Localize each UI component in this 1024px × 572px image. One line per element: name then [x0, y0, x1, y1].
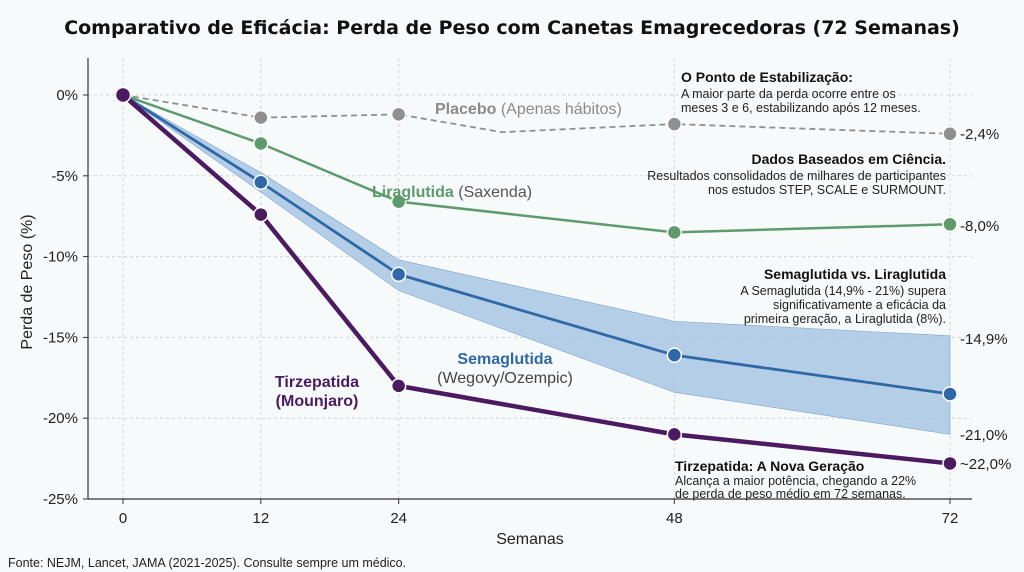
placebo-point: [390, 106, 407, 123]
semaglutida-band: [122, 94, 951, 435]
liraglutida-point: [253, 135, 269, 152]
tirzepatida-subtitle: (Mounjaro): [276, 393, 359, 410]
semaglutida-upper-label: -14,9%: [960, 331, 1008, 348]
series-lines: [114, 86, 958, 472]
annotation-heading: Dados Baseados em Ciência.: [751, 151, 946, 167]
annotation-line: nos estudos STEP, SCALE e SURMOUNT.: [708, 183, 946, 197]
liraglutida-point: [942, 216, 958, 233]
annotation-line: primeira geração, a Liraglutida (8%).: [744, 312, 946, 326]
x-tick-label: 72: [942, 510, 959, 527]
annotation-line: de perda de peso médio em 72 semanas.: [675, 487, 906, 501]
annotation-line: A Semaglutida (14,9% - 21%) supera: [740, 284, 946, 298]
tirzepatida-end-label: ~22,0%: [960, 456, 1011, 473]
annotation-heading: Semaglutida vs. Liraglutida: [764, 266, 946, 282]
tirzepatida-name: Tirzepatida: [275, 374, 359, 391]
annotation-science: Dados Baseados em Ciência. Resultados co…: [647, 151, 946, 197]
annotation-heading: O Ponto de Estabilização:: [681, 69, 853, 85]
placebo-subtitle: (Apenas hábitos): [501, 101, 622, 118]
semaglutida-point: [666, 347, 683, 363]
x-tick-label: 48: [666, 510, 683, 527]
semaglutida-point: [253, 174, 269, 191]
x-tick-label: 24: [390, 510, 407, 527]
tirzepatida-point: [942, 455, 958, 472]
semaglutida-range-band: [122, 94, 951, 435]
y-tick-label: -25%: [43, 491, 78, 508]
annotation-line: significativamente a eficácia da: [773, 298, 946, 312]
liraglutida-point: [666, 224, 683, 241]
y-tick-label: -10%: [43, 249, 78, 266]
placebo-name: Placebo: [435, 101, 497, 118]
semaglutida-point: [390, 266, 407, 283]
placebo-line: [122, 94, 951, 135]
annotation-line: A maior parte da perda ocorre entre os: [681, 87, 896, 101]
liraglutida-label: Liraglutida (Saxenda): [372, 184, 532, 201]
annotation-stabilization: O Ponto de Estabilização: A maior parte …: [681, 69, 921, 115]
semaglutida-name: Semaglutida: [457, 351, 552, 368]
origin-point: [114, 86, 132, 104]
annotation-heading: Tirzepatida: A Nova Geração: [675, 458, 864, 474]
y-tick-label: 0%: [56, 87, 78, 104]
annotation-line: Resultados consolidados de milhares de p…: [647, 169, 946, 183]
liraglutida-subtitle: (Saxenda): [458, 184, 532, 201]
placebo-point: [942, 126, 958, 142]
placebo-point: [666, 116, 683, 132]
liraglutida-point: [390, 193, 407, 210]
placebo-label: Placebo (Apenas hábitos): [435, 101, 622, 118]
y-tick-label: -5%: [51, 168, 78, 185]
tirzepatida-point: [666, 426, 683, 443]
annotation-line: meses 3 e 6, estabilizando após 12 meses…: [681, 101, 921, 115]
semaglutida-point: [942, 386, 958, 402]
annotation-tirzepatida: Tirzepatida: A Nova Geração Alcança a ma…: [675, 458, 916, 501]
liraglutida-end-label: -8,0%: [960, 218, 999, 235]
x-axis-label: Semanas: [496, 531, 564, 548]
liraglutida-name: Liraglutida: [372, 184, 454, 201]
tirzepatida-point: [390, 378, 407, 394]
y-tick-label: -20%: [43, 410, 78, 427]
placebo-end-label: -2,4%: [960, 126, 999, 143]
y-tick-label: -15%: [43, 329, 78, 346]
source-note: Fonte: NEJM, Lancet, JAMA (2021-2025). C…: [8, 556, 406, 570]
annotation-line: Alcança a maior potência, chegando a 22%: [675, 474, 916, 488]
tirzepatida-point: [253, 206, 269, 223]
semaglutida-subtitle: (Wegovy/Ozempic): [437, 370, 573, 387]
annotation-sema-vs-lira: Semaglutida vs. Liraglutida A Semaglutid…: [740, 266, 946, 326]
placebo-point: [253, 109, 269, 126]
x-tick-label: 0: [119, 510, 127, 527]
axes: 0 12 24 48 72 0% -5% -10% -15% -20% -25%: [43, 58, 972, 527]
semaglutida-lower-label: -21,0%: [960, 427, 1008, 444]
y-axis-label: Perda de Peso (%): [19, 214, 36, 349]
chart-title: Comparativo de Eficácia: Perda de Peso c…: [64, 17, 960, 39]
x-tick-label: 12: [252, 510, 269, 527]
